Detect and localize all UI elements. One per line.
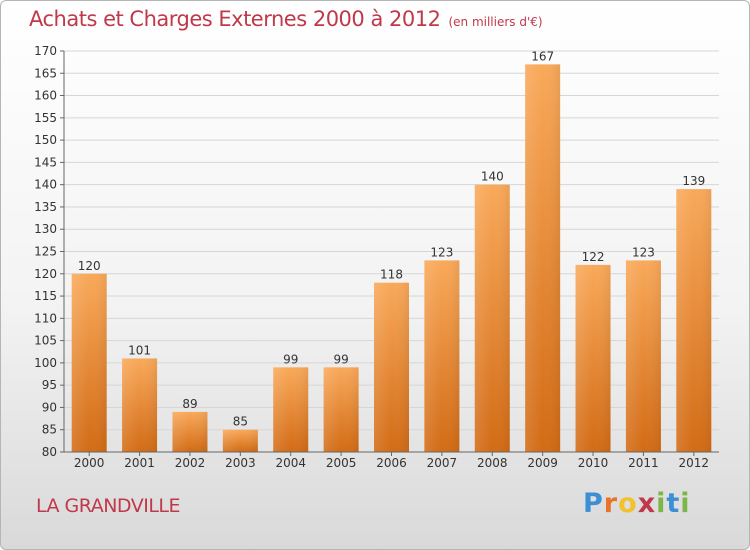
x-tick-label-2002: 2002 <box>175 456 206 470</box>
logo-letter: t <box>666 488 681 519</box>
y-tick-label: 105 <box>34 334 57 348</box>
y-tick-label: 160 <box>34 89 57 103</box>
data-label-2009: 167 <box>531 49 554 63</box>
x-tick-label-2012: 2012 <box>679 456 710 470</box>
x-tick-label-2007: 2007 <box>427 456 458 470</box>
proxiti-logo: Proxiti <box>583 488 691 519</box>
x-tick-label-2001: 2001 <box>124 456 155 470</box>
data-label-2010: 122 <box>582 250 605 264</box>
bar-shade-2001 <box>122 358 158 452</box>
bar-shade-2011 <box>625 260 661 452</box>
logo-letter: P <box>583 488 604 519</box>
data-label-2001: 101 <box>128 343 151 357</box>
y-tick-label: 145 <box>34 155 57 169</box>
bar-shade-2004 <box>273 367 309 452</box>
data-label-2005: 99 <box>333 352 348 366</box>
x-tick-label-2006: 2006 <box>376 456 407 470</box>
x-tick-label-2008: 2008 <box>477 456 508 470</box>
data-label-2006: 118 <box>380 268 403 282</box>
bar-shade-2007 <box>424 260 460 452</box>
bar-shade-2010 <box>575 264 611 452</box>
data-label-2011: 123 <box>632 245 655 259</box>
y-tick-label: 85 <box>42 423 57 437</box>
bar-shade-2005 <box>323 367 359 452</box>
data-label-2004: 99 <box>283 352 298 366</box>
logo-letter: o <box>618 488 638 519</box>
y-tick-label: 80 <box>42 445 57 459</box>
y-tick-label: 90 <box>42 400 57 414</box>
y-tick-label: 165 <box>34 66 57 80</box>
logo-letter: r <box>603 488 619 519</box>
data-label-2002: 89 <box>182 397 197 411</box>
y-tick-label: 100 <box>34 356 57 370</box>
x-tick-label-2000: 2000 <box>74 456 105 470</box>
chart-unit: (en milliers d'€) <box>448 15 543 29</box>
bar-shade-2000 <box>71 273 107 452</box>
axes: 80 85 90 95 100 105 110 115 120 125 130 135 140 145 15… <box>34 44 719 470</box>
y-tick-label: 155 <box>34 111 57 125</box>
bar-shade-2012 <box>676 189 712 452</box>
bar-shade-2003 <box>222 429 258 452</box>
y-tick-label: 125 <box>34 245 57 259</box>
y-tick-label: 95 <box>42 378 57 392</box>
bars: 120 101 89 85 99 99 118 123 140 167 122 123 139 <box>71 49 712 452</box>
chart-title: Achats et Charges Externes 2000 à 2012 (e… <box>29 7 543 31</box>
x-tick-label-2003: 2003 <box>225 456 256 470</box>
y-tick-label: 120 <box>34 267 57 281</box>
x-tick-label-2011: 2011 <box>628 456 659 470</box>
y-tick-label: 140 <box>34 178 57 192</box>
data-label-2003: 85 <box>233 415 248 429</box>
y-tick-label: 150 <box>34 133 57 147</box>
y-tick-label: 170 <box>34 44 57 58</box>
commune-name: LA GRANDVILLE <box>36 495 181 517</box>
bar-shade-2009 <box>525 64 561 452</box>
logo-letter: i <box>680 488 691 519</box>
chart-title-text: Achats et Charges Externes 2000 à 2012 <box>29 7 441 31</box>
bar-shade-2008 <box>474 184 510 452</box>
data-label-2007: 123 <box>430 245 453 259</box>
x-tick-label-2004: 2004 <box>275 456 306 470</box>
y-tick-label: 115 <box>34 289 57 303</box>
y-tick-label: 130 <box>34 222 57 236</box>
y-tick-label: 135 <box>34 200 57 214</box>
x-tick-label-2009: 2009 <box>527 456 558 470</box>
data-label-2000: 120 <box>78 259 101 273</box>
data-label-2008: 140 <box>481 170 504 184</box>
x-tick-label-2005: 2005 <box>326 456 357 470</box>
data-label-2012: 139 <box>682 174 705 188</box>
y-tick-label: 110 <box>34 311 57 325</box>
bar-shade-2002 <box>172 411 208 452</box>
logo-letter: x <box>637 488 657 519</box>
logo-letter: i <box>656 488 667 519</box>
bar-shade-2006 <box>374 282 409 452</box>
x-tick-label-2010: 2010 <box>578 456 609 470</box>
